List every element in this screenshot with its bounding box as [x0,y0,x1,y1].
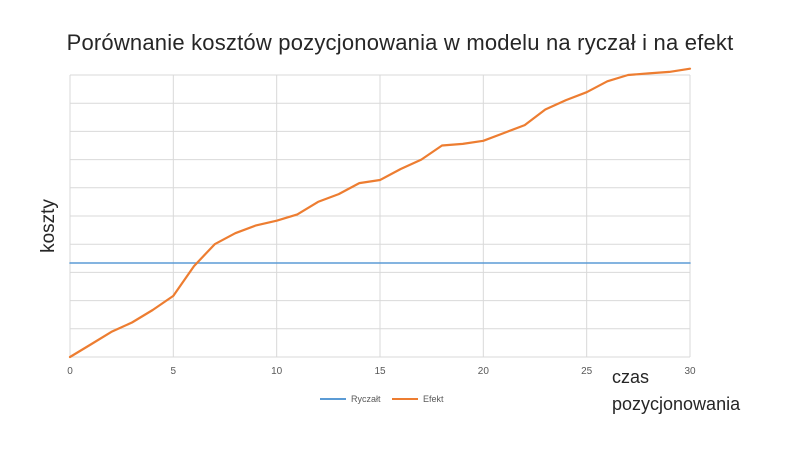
legend-label: Efekt [423,394,444,404]
series-lines [68,67,692,359]
x-tick-label: 5 [171,366,177,377]
x-tick-label: 20 [478,366,490,377]
x-axis-label-line2: pozycjonowania [612,394,741,414]
legend: Ryczałt Efekt [320,394,444,404]
x-tick-label: 25 [581,366,593,377]
x-tick-label: 10 [271,366,283,377]
series-line-efekt [68,67,692,359]
gridlines [69,74,691,358]
legend-label: Ryczałt [351,394,381,404]
x-tick-label: 0 [67,366,73,377]
x-axis-label-line1: czas [612,367,650,387]
x-tick-label: 15 [374,366,386,377]
chart-title: Porównanie kosztów pozycjonowania w mode… [66,30,734,55]
x-axis-label: czas pozycjonowania [612,364,772,418]
x-tick-labels: 0 5 10 15 20 25 30 [67,366,696,377]
x-tick-label: 30 [684,366,696,377]
